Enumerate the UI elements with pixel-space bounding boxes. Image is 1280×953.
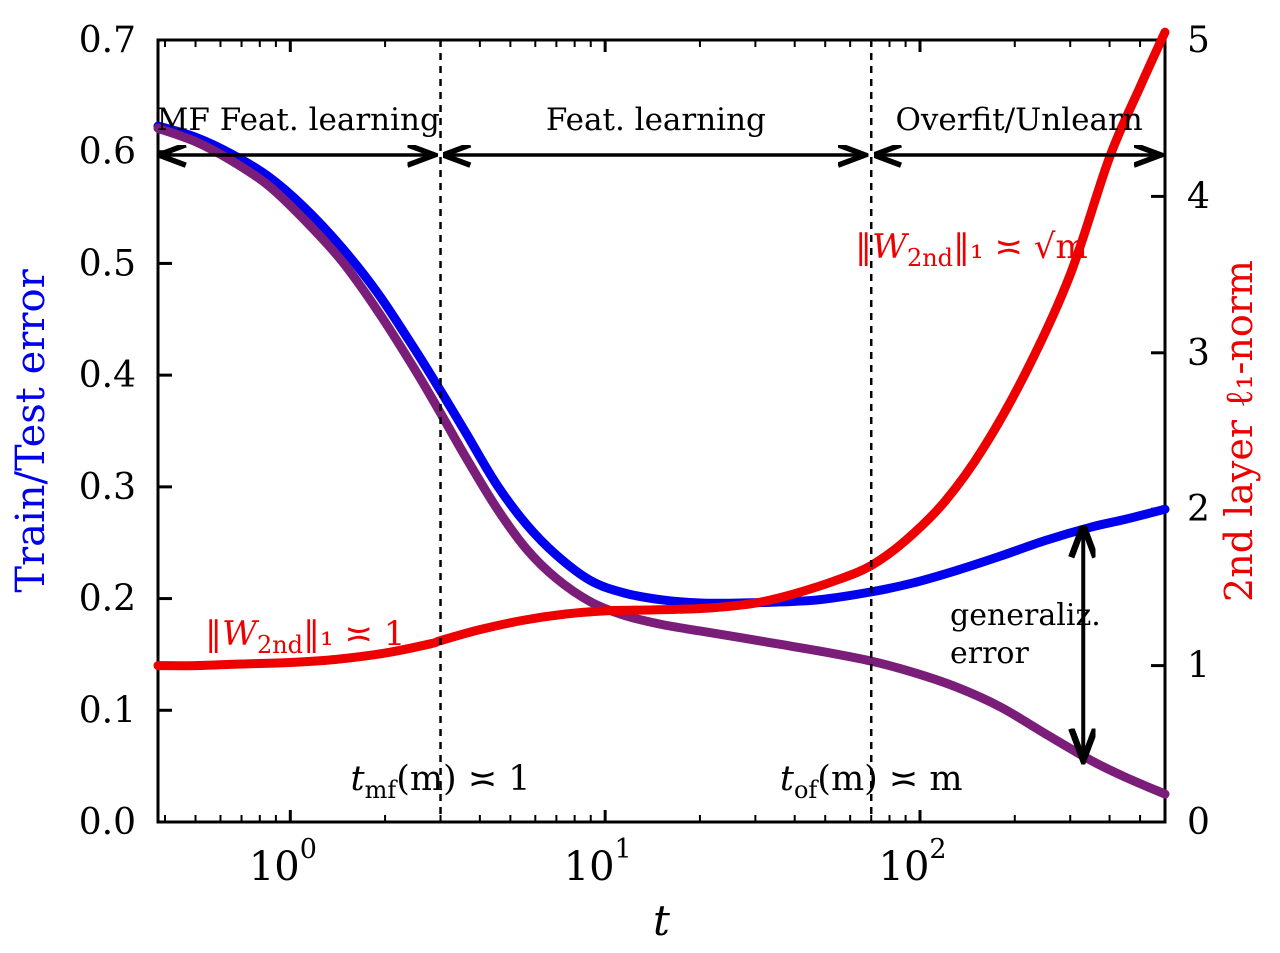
y-left-tick-label: 0.4 [79, 355, 136, 396]
vline-label-sub: of [794, 776, 819, 804]
region-label: Overfit/Unlearn [895, 102, 1142, 138]
y-left-tick-label: 0.0 [79, 802, 136, 843]
annot-w2nd-order-sqrtm-main: ‖W [855, 227, 910, 267]
region-overfit-unlearn: Overfit/Unlearn [877, 102, 1161, 155]
annot-w2nd-order-sqrtm-sub: 2nd [907, 244, 953, 272]
vline-label-t-mf: tmf(m) ≍ 1 [350, 759, 530, 804]
vline-label-rest: (m) ≍ 1 [396, 759, 530, 799]
annot-w2nd-order-1-main: ‖W [205, 614, 260, 654]
generalization-error-line2: error [950, 636, 1029, 671]
x-axis-label: t [653, 896, 670, 945]
x-tick-label-2: 10 2 [879, 834, 947, 890]
y-left-tick-label: 0.1 [79, 690, 136, 731]
generalization-error-line1: generaliz. [950, 598, 1101, 633]
y-right-tick-label: 1 [1187, 646, 1210, 687]
y-left-tick-label: 0.3 [79, 467, 136, 508]
region-mf-feature-learning: MF Feat. learning [157, 102, 440, 155]
x-axis-ticks [164, 40, 1166, 822]
region-label: Feat. learning [546, 102, 766, 138]
y-left-axis-label: Train/Test error [8, 268, 54, 592]
annot-w2nd-order-sqrtm-rest: ‖₁ ≍ √m [953, 227, 1088, 267]
curve-test-error [153, 121, 1170, 608]
vline-label-text: tmf(m) ≍ 1 [350, 759, 530, 804]
annot-w2nd-order-1-sub: 2nd [257, 631, 303, 659]
x-tick-exp: 2 [929, 834, 946, 865]
region-label: MF Feat. learning [157, 102, 440, 138]
plot-frame [156, 38, 1167, 824]
y-left-tick-label: 0.6 [79, 132, 136, 173]
vline-label-t-of: tof(m) ≍ m [780, 759, 963, 804]
y-right-tick-label: 2 [1187, 489, 1210, 530]
y-right-tick-label: 0 [1187, 802, 1210, 843]
y-right-tick-label: 4 [1187, 176, 1210, 217]
x-tick-exp: 0 [300, 834, 317, 865]
y-right-tick-label: 3 [1187, 333, 1210, 374]
x-tick-base: 10 [879, 844, 930, 890]
annot-w2nd-order-1-rest: ‖₁ ≍ 1 [303, 614, 405, 654]
annot-w2nd-order-sqrtm: ‖W2nd‖₁ ≍ √m [855, 227, 1088, 272]
curve-2nd-layer-l1-norm [153, 27, 1170, 671]
x-tick-base: 10 [249, 844, 300, 890]
x-tick-base: 10 [564, 844, 615, 890]
vline-label-main: t [780, 759, 795, 799]
vline-label-rest: (m) ≍ m [817, 759, 962, 799]
annot-w2nd-order-1: ‖W2nd‖₁ ≍ 1 [205, 614, 405, 659]
x-tick-label-1: 10 1 [564, 834, 632, 890]
y-left-tick-label: 0.7 [79, 20, 136, 61]
vline-label-main: t [350, 759, 365, 799]
vline-label-sub: mf [365, 776, 399, 804]
y-right-axis-label: 2nd layer ℓ₁-norm [1217, 260, 1261, 602]
y-left-tick-label: 0.5 [79, 243, 136, 284]
region-feature-learning: Feat. learning [447, 102, 866, 155]
x-tick-exp: 1 [615, 834, 632, 865]
y-left-tick-label: 0.2 [79, 579, 136, 620]
annot-generalization-error: generaliz.error [950, 529, 1101, 760]
vline-label-text: tof(m) ≍ m [780, 759, 963, 804]
x-tick-label-0: 10 0 [249, 834, 317, 890]
y-right-tick-label: 5 [1187, 20, 1210, 61]
